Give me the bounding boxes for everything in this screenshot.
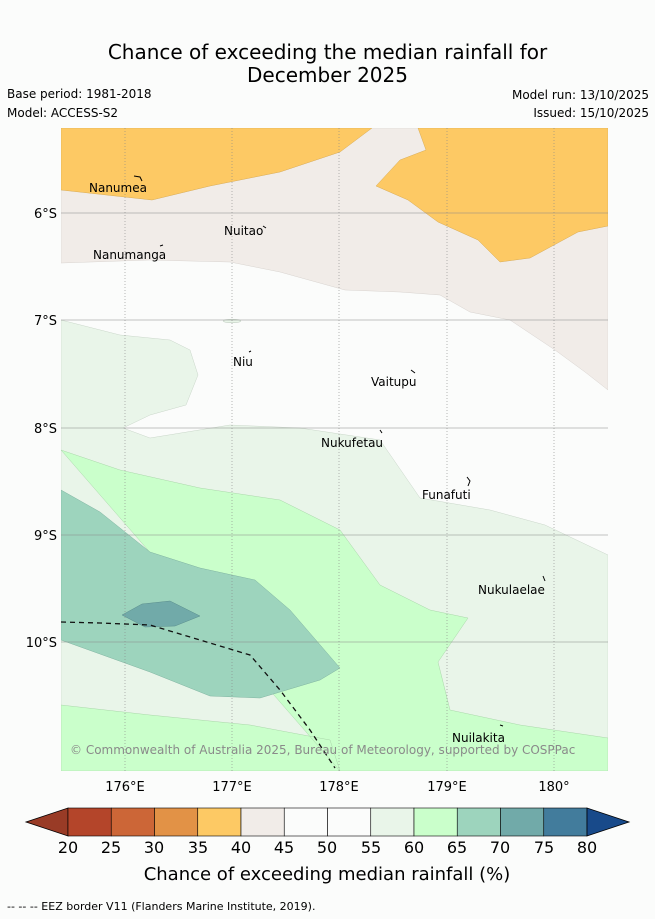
lat-label: 8°S — [34, 422, 57, 437]
legend-swatch — [111, 808, 154, 836]
legend-tick: 55 — [361, 838, 381, 857]
lat-label: 9°S — [34, 529, 57, 544]
legend-swatch — [501, 808, 544, 836]
place-label: Niu — [233, 355, 253, 369]
lat-label: 10°S — [26, 636, 57, 651]
legend-swatch — [328, 808, 371, 836]
eez-footnote: -- -- -- EEZ border V11 (Flanders Marine… — [7, 900, 315, 913]
legend-swatch — [414, 808, 457, 836]
legend-tick: 50 — [317, 838, 337, 857]
legend-tick: 35 — [188, 838, 208, 857]
place-label: Nukulaelae — [478, 583, 545, 597]
legend-tick: 25 — [101, 838, 121, 857]
place-label: Vaitupu — [371, 375, 417, 389]
legend-tick: 70 — [490, 838, 510, 857]
legend-swatch — [68, 808, 111, 836]
legend-swatch — [198, 808, 241, 836]
lon-label: 178°E — [319, 780, 359, 795]
legend-swatch — [457, 808, 500, 836]
legend-swatch — [241, 808, 284, 836]
legend-swatch — [371, 808, 414, 836]
map-area: Nanumea Nuitao Nanumanga Niu Vaitupu Nuk… — [61, 128, 608, 771]
legend-title: Chance of exceeding median rainfall (%) — [144, 864, 511, 885]
legend-tick: 45 — [274, 838, 294, 857]
legend-tick: 40 — [231, 838, 251, 857]
map-and-legend: Nanumea Nuitao Nanumanga Niu Vaitupu Nuk… — [0, 0, 655, 919]
legend-tick: 30 — [144, 838, 164, 857]
place-label: Nanumea — [89, 181, 147, 195]
place-label: Nukufetau — [321, 436, 383, 450]
legend-tick: 75 — [534, 838, 554, 857]
place-label: Nanumanga — [93, 248, 166, 262]
colorbar — [26, 808, 629, 836]
legend-tick: 20 — [58, 838, 78, 857]
legend-swatch — [155, 808, 198, 836]
place-label: Funafuti — [422, 488, 471, 502]
legend-arrow-high — [587, 808, 629, 836]
lon-label: 177°E — [212, 780, 252, 795]
legend-swatch — [284, 808, 327, 836]
legend-swatch — [544, 808, 587, 836]
lon-label: 180° — [538, 780, 569, 795]
lon-label: 176°E — [105, 780, 145, 795]
lat-label: 6°S — [34, 207, 57, 222]
legend-tick: 60 — [404, 838, 424, 857]
lon-label: 179°E — [427, 780, 467, 795]
place-label: Nuitao — [224, 224, 263, 238]
copyright-text: © Commonwealth of Australia 2025, Bureau… — [70, 743, 575, 757]
legend-arrow-low — [26, 808, 68, 836]
lat-label: 7°S — [34, 314, 57, 329]
legend-tick: 80 — [577, 838, 597, 857]
legend-tick: 65 — [447, 838, 467, 857]
